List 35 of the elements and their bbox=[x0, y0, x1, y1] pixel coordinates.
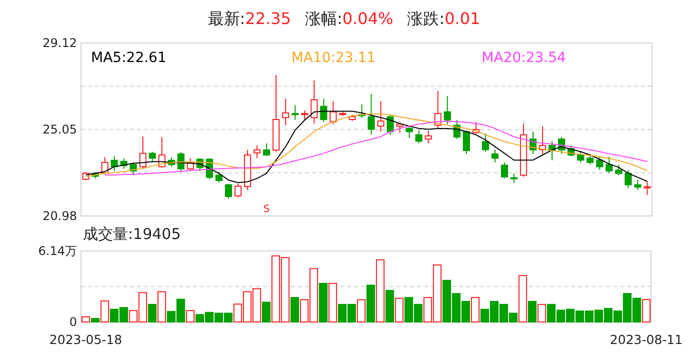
text: 最新:22.35 bbox=[208, 9, 291, 28]
bar bbox=[528, 300, 537, 322]
text: 涨幅:0.04% bbox=[304, 9, 394, 28]
bar bbox=[537, 304, 546, 322]
bar bbox=[518, 275, 528, 322]
y-tick-label: 29.12 bbox=[42, 36, 77, 50]
text: MA20:23.54 bbox=[482, 50, 566, 66]
bar bbox=[157, 291, 166, 322]
bar bbox=[366, 284, 376, 322]
bar bbox=[100, 300, 110, 322]
bar bbox=[394, 298, 404, 322]
bar bbox=[376, 259, 385, 322]
bar bbox=[328, 282, 338, 322]
y-tick-label: 0 bbox=[69, 315, 77, 329]
text: MA5:22.61 bbox=[91, 50, 166, 66]
bar bbox=[81, 316, 90, 322]
bar bbox=[642, 299, 651, 322]
bar bbox=[148, 304, 157, 322]
x-tick-label: 2023-05-18 bbox=[49, 332, 122, 347]
text: 涨跌:0.01 bbox=[407, 9, 480, 28]
bar bbox=[262, 302, 271, 322]
bar bbox=[186, 310, 195, 322]
bar bbox=[90, 318, 100, 322]
bar bbox=[318, 282, 328, 322]
bar bbox=[385, 290, 394, 322]
bar bbox=[290, 296, 300, 322]
chart-title: 成交量:19405 bbox=[83, 225, 181, 243]
y-tick-label: 20.98 bbox=[42, 209, 77, 223]
text: MA10:23.11 bbox=[291, 50, 376, 66]
x-tick-label: 2023-08-11 bbox=[610, 332, 683, 347]
bar bbox=[470, 296, 480, 322]
bar bbox=[356, 299, 366, 322]
y-tick-label: 6.14万 bbox=[38, 244, 77, 258]
y-tick-label: 25.05 bbox=[42, 122, 77, 136]
annotation: S bbox=[263, 204, 270, 215]
